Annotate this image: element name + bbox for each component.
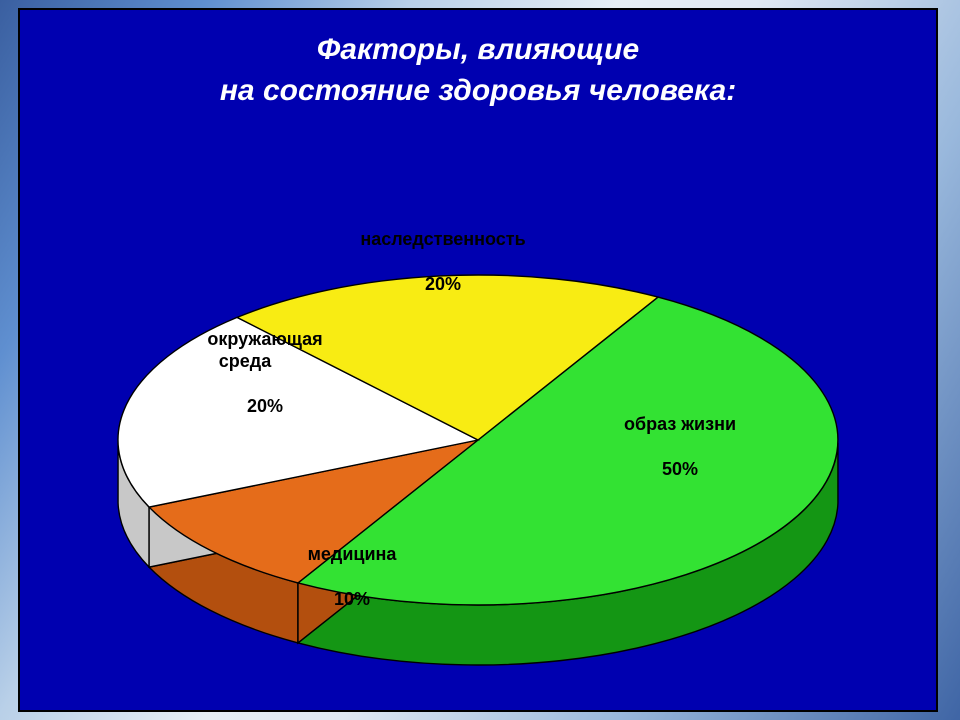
slice-label-text: наследственность	[360, 229, 525, 249]
slice-value-text: 20%	[425, 274, 461, 294]
slice-label-text: образ жизни	[624, 414, 736, 434]
slice-value-text: 50%	[662, 459, 698, 479]
slice-label-text: окружающая среда	[207, 329, 322, 372]
slice-label-text: медицина	[308, 544, 397, 564]
pie-chart-3d: образ жизни 50% медицина 10% окружающая …	[20, 10, 936, 710]
slice-label-medicine: медицина 10%	[268, 520, 397, 633]
slice-label-environment: окружающая среда 20%	[167, 305, 322, 440]
chart-panel: Факторы, влияющие на состояние здоровья …	[18, 8, 938, 712]
slice-value-text: 20%	[247, 396, 283, 416]
slice-label-lifestyle: образ жизни 50%	[584, 390, 736, 503]
slice-value-text: 10%	[334, 589, 370, 609]
slice-label-heredity: наследственность 20%	[320, 205, 525, 318]
outer-background: Факторы, влияющие на состояние здоровья …	[0, 0, 960, 720]
